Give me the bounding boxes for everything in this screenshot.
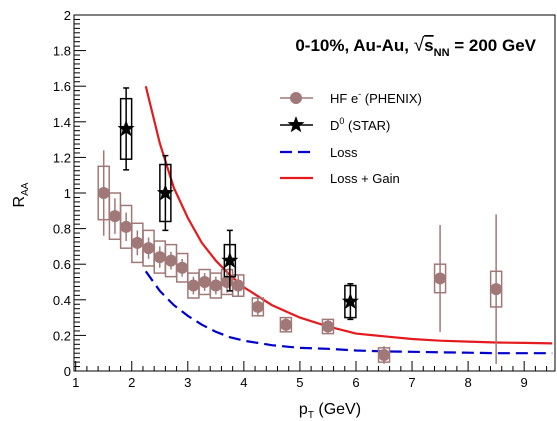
y-tick-label: 0.2 — [53, 328, 71, 343]
legend-star-main: D — [330, 118, 339, 133]
loss-gain-curve — [144, 85, 553, 345]
legend-phenix-label: HF e- (PHENIX) — [330, 89, 422, 106]
phenix-point — [251, 300, 264, 313]
y-tick-label: 0.6 — [53, 257, 71, 272]
y-axis-label-main: R — [11, 196, 28, 208]
x-tick-label: 5 — [296, 375, 303, 390]
phenix-point — [279, 318, 292, 331]
y-tick-label: 0.8 — [53, 222, 71, 237]
legend-star-rest: (STAR) — [344, 118, 390, 133]
y-tick-label: 0.4 — [53, 293, 71, 308]
x-tick-label: 3 — [184, 375, 191, 390]
x-axis-label-sub: T — [308, 410, 314, 421]
x-axis-label: pT (GeV) — [299, 401, 361, 421]
loss-curve — [144, 270, 553, 355]
legend-star-label: D0 (STAR) — [330, 116, 390, 133]
phenix-point — [490, 283, 503, 296]
x-axis-label-main: p — [299, 401, 308, 418]
star-point — [221, 251, 239, 268]
sqrt-symbol: √ — [414, 35, 425, 56]
phenix-point — [108, 210, 121, 223]
y-tick-label: 0 — [64, 364, 71, 379]
x-tick-label: 8 — [464, 375, 471, 390]
y-tick-label: 1.2 — [53, 150, 71, 165]
phenix-point — [434, 272, 447, 285]
star-point — [117, 119, 135, 137]
legend-star-sup: 0 — [339, 116, 344, 126]
chart-title-sqrt-s: s — [424, 36, 433, 55]
legend-entry-phenix: HF e- (PHENIX) — [280, 89, 422, 106]
phenix-point — [164, 254, 177, 267]
y-axis-label: RAA — [11, 182, 31, 207]
star-point — [341, 292, 359, 309]
x-tick-label: 1 — [72, 375, 79, 390]
chart-title: 0-10%, Au-Au, √sNN = 200 GeV — [295, 35, 536, 59]
phenix-point — [198, 276, 211, 288]
legend-star-marker — [287, 116, 305, 133]
phenix-point — [142, 242, 155, 255]
phenix-point — [176, 261, 189, 274]
chart-title-sub: NN — [434, 47, 450, 59]
x-tick-label: 9 — [521, 375, 528, 390]
y-tick-label: 2 — [64, 8, 71, 23]
legend-phenix-main: HF e — [330, 91, 358, 106]
phenix-point — [232, 279, 245, 292]
star-point — [156, 184, 174, 201]
y-tick-label: 1.6 — [53, 79, 71, 94]
legend-phenix-rest: (PHENIX) — [361, 91, 422, 106]
x-tick-label: 7 — [408, 375, 415, 390]
legend-loss-label: Loss — [330, 145, 358, 160]
x-tick-label: 6 — [352, 375, 359, 390]
phenix-point — [321, 320, 334, 333]
y-axis-label-sub: AA — [20, 182, 31, 196]
plot-frame — [73, 14, 556, 372]
phenix-point — [221, 276, 234, 288]
phenix-point — [378, 348, 391, 361]
x-axis-label-rest: (GeV) — [314, 401, 361, 418]
legend-phenix-sup: - — [358, 89, 361, 99]
phenix-point — [153, 251, 166, 264]
x-tick-label: 4 — [240, 375, 247, 390]
legend-entry-loss-gain: Loss + Gain — [280, 171, 400, 186]
y-tick-label: 1 — [64, 186, 71, 201]
y-tick-label: 1.4 — [53, 115, 71, 130]
legend-lossgain-label: Loss + Gain — [330, 171, 400, 186]
legend-entry-loss: Loss — [280, 145, 358, 160]
phenix-point — [131, 236, 144, 249]
y-tick-label: 1.8 — [53, 44, 71, 59]
chart-title-prefix: 0-10%, Au-Au, — [295, 36, 413, 55]
phenix-point — [187, 279, 200, 292]
legend-entry-star: D0 (STAR) — [280, 116, 390, 133]
legend-phenix-marker — [290, 92, 302, 104]
chart-series-layer — [97, 85, 553, 364]
chart-title-suffix: = 200 GeV — [450, 36, 537, 55]
axes-layer: 1 2 3 4 5 6 7 8 9 0 0.2 0.4 0.6 0.8 1 1.2 1.4 1.6 1.8 2 — [53, 8, 548, 390]
legend: HF e- (PHENIX) D0 (STAR) Loss Loss + Gai… — [280, 89, 422, 186]
x-tick-label: 2 — [128, 375, 135, 390]
phenix-point — [120, 220, 133, 233]
phenix-point — [97, 187, 110, 199]
phenix-point — [209, 279, 222, 292]
